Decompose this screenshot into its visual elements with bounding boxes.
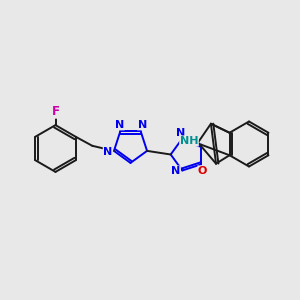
Text: N: N [115, 120, 124, 130]
Text: O: O [198, 166, 207, 176]
Text: N: N [138, 120, 147, 130]
Text: N: N [103, 147, 112, 158]
Text: F: F [52, 105, 59, 118]
Text: N: N [171, 166, 180, 176]
Text: N: N [176, 128, 185, 137]
Text: NH: NH [180, 136, 198, 146]
